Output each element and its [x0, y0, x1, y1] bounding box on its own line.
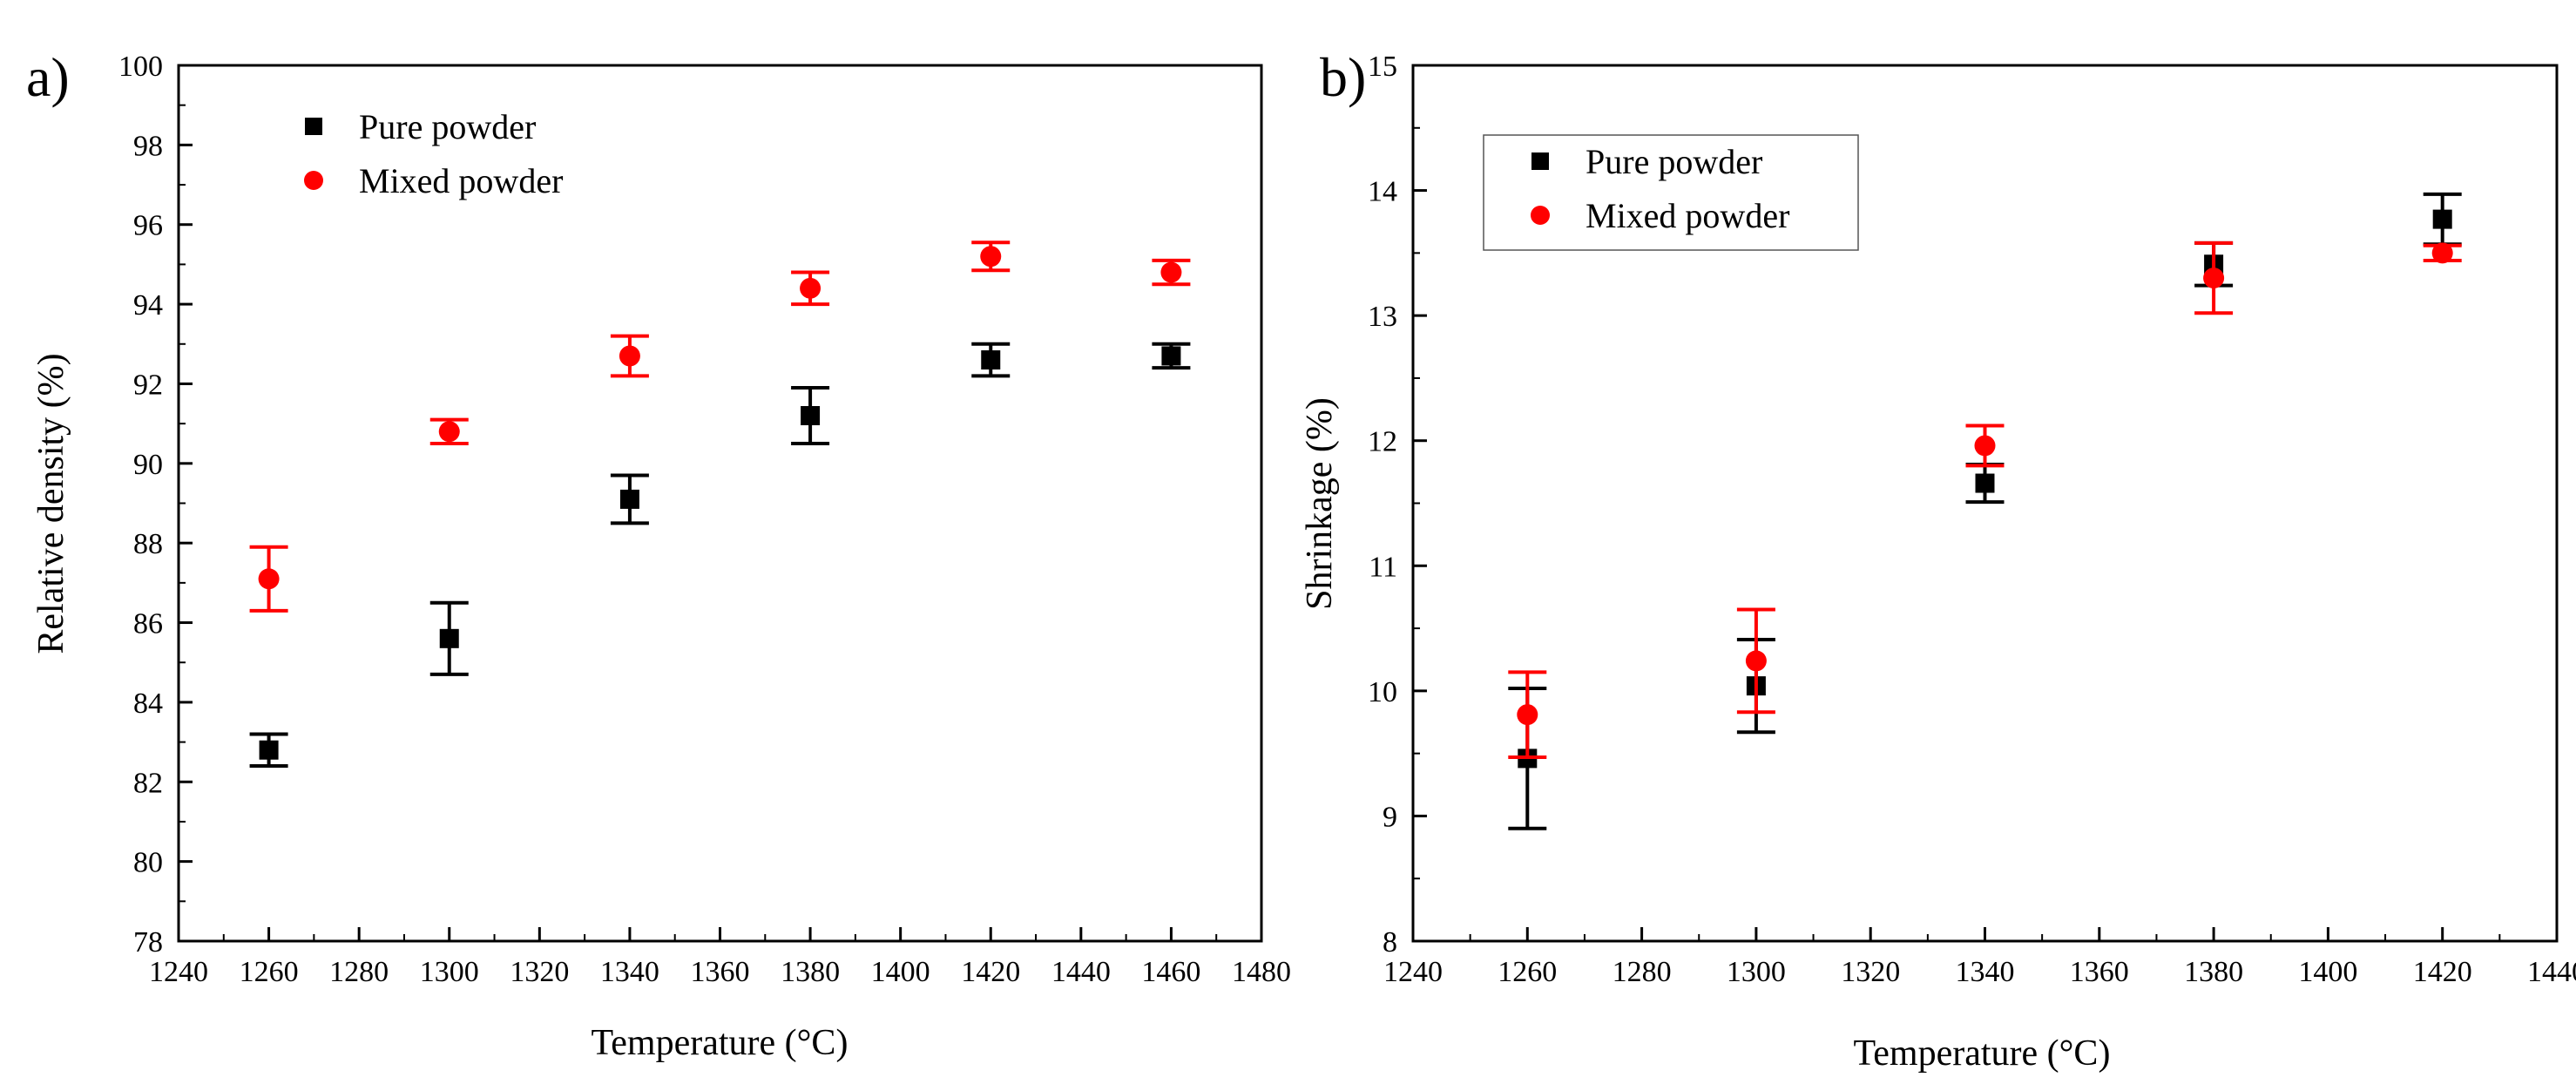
- x-tick-label: 1480: [1232, 956, 1291, 988]
- y-tick-label: 98: [133, 130, 163, 162]
- y-tick-label: 82: [133, 767, 163, 799]
- x-tick-label: 1440: [1051, 956, 1111, 988]
- data-point: [439, 628, 459, 648]
- data-point: [1161, 346, 1181, 366]
- series-pure-powder: [1508, 192, 2462, 830]
- panel-label: a): [26, 46, 70, 108]
- data-point: [1517, 704, 1538, 726]
- legend: Pure powder Mixed powder: [304, 107, 563, 200]
- data-point: [619, 489, 639, 509]
- series-mixed-powder: [1508, 241, 2462, 759]
- data-point: [438, 421, 460, 443]
- y-tick-label: 12: [1368, 426, 1397, 458]
- legend: Pure powder Mixed powder: [1483, 134, 1859, 251]
- data-point: [258, 568, 280, 590]
- data-point: [981, 350, 1001, 370]
- y-tick-label: 78: [133, 926, 163, 959]
- plot-frame: [177, 64, 1263, 943]
- legend-label: Mixed powder: [1585, 196, 1789, 235]
- x-tick-label: 1300: [1727, 956, 1786, 988]
- x-axis-title: Temperature (°C): [1854, 1033, 2111, 1074]
- y-tick-label: 90: [133, 449, 163, 481]
- y-tick-label: 80: [133, 847, 163, 879]
- data-point: [259, 740, 279, 760]
- y-axis-title: Shrinkage (%): [1300, 397, 1340, 610]
- x-tick-label: 1380: [781, 956, 840, 988]
- legend-marker-circle: [304, 171, 323, 190]
- y-axis-title: Relative density (%): [31, 353, 71, 654]
- data-point: [2431, 242, 2453, 264]
- data-point: [2203, 268, 2225, 289]
- x-tick-label: 1260: [1498, 956, 1557, 988]
- x-axis-title: Temperature (°C): [592, 1023, 849, 1063]
- legend-marker-square: [1531, 152, 1549, 170]
- x-tick-label: 1320: [1841, 956, 1900, 988]
- y-tick-label: 100: [118, 51, 163, 83]
- x-tick-label: 1260: [240, 956, 299, 988]
- x-tick-label: 1280: [1613, 956, 1672, 988]
- x-tick-label: 1460: [1141, 956, 1200, 988]
- data-point: [801, 406, 821, 425]
- y-tick-label: 8: [1383, 926, 1397, 959]
- x-tick-label: 1420: [961, 956, 1020, 988]
- x-tick-label: 1240: [1383, 956, 1443, 988]
- data-point: [1975, 473, 1995, 493]
- legend-marker-square: [305, 118, 322, 135]
- x-tick-label: 1280: [329, 956, 389, 988]
- y-tick-label: 10: [1368, 676, 1397, 708]
- series-mixed-powder: [249, 241, 1191, 613]
- x-tick-label: 1400: [2298, 956, 2357, 988]
- legend-label: Pure powder: [359, 107, 536, 146]
- x-tick-label: 1300: [420, 956, 479, 988]
- y-tick-label: 14: [1368, 176, 1397, 208]
- data-point: [619, 345, 640, 367]
- x-tick-label: 1360: [2070, 956, 2129, 988]
- legend-label: Pure powder: [1585, 142, 1762, 181]
- y-tick-label: 84: [133, 688, 163, 720]
- x-tick-label: 1380: [2184, 956, 2243, 988]
- legend-frame: [1483, 134, 1859, 251]
- data-point: [1160, 261, 1182, 283]
- data-point: [980, 246, 1002, 268]
- data-point: [1974, 435, 1996, 457]
- y-tick-label: 94: [133, 289, 163, 322]
- x-tick-label: 1420: [2413, 956, 2472, 988]
- x-tick-label: 1360: [691, 956, 750, 988]
- x-tick-label: 1240: [149, 956, 208, 988]
- data-point: [1745, 650, 1767, 672]
- x-tick-label: 1440: [2527, 956, 2576, 988]
- y-tick-label: 86: [133, 608, 163, 640]
- data-point: [800, 277, 821, 299]
- y-tick-label: 88: [133, 528, 163, 560]
- y-tick-label: 15: [1368, 51, 1397, 83]
- x-tick-label: 1340: [1956, 956, 2015, 988]
- legend-marker-circle: [1531, 206, 1550, 225]
- y-tick-label: 92: [133, 369, 163, 401]
- data-point: [2432, 209, 2452, 229]
- x-tick-label: 1340: [600, 956, 659, 988]
- panel-label: b): [1320, 46, 1366, 108]
- legend-label: Mixed powder: [359, 161, 563, 200]
- y-tick-label: 11: [1369, 551, 1397, 583]
- chart-panel-a: 1240 1260 1280 1300 1320 1340 1360 1380 1400 1420…: [26, 46, 1291, 1063]
- x-tick-label: 1320: [510, 956, 569, 988]
- chart-panel-b: 1240 1260 1280 1300 1320 1340 1360 1380 1400 1420…: [1300, 46, 2576, 1074]
- series-pure-powder: [249, 342, 1191, 768]
- y-tick-label: 9: [1383, 801, 1397, 833]
- y-tick-label: 96: [133, 210, 163, 242]
- x-tick-label: 1400: [871, 956, 930, 988]
- y-tick-label: 13: [1368, 301, 1397, 333]
